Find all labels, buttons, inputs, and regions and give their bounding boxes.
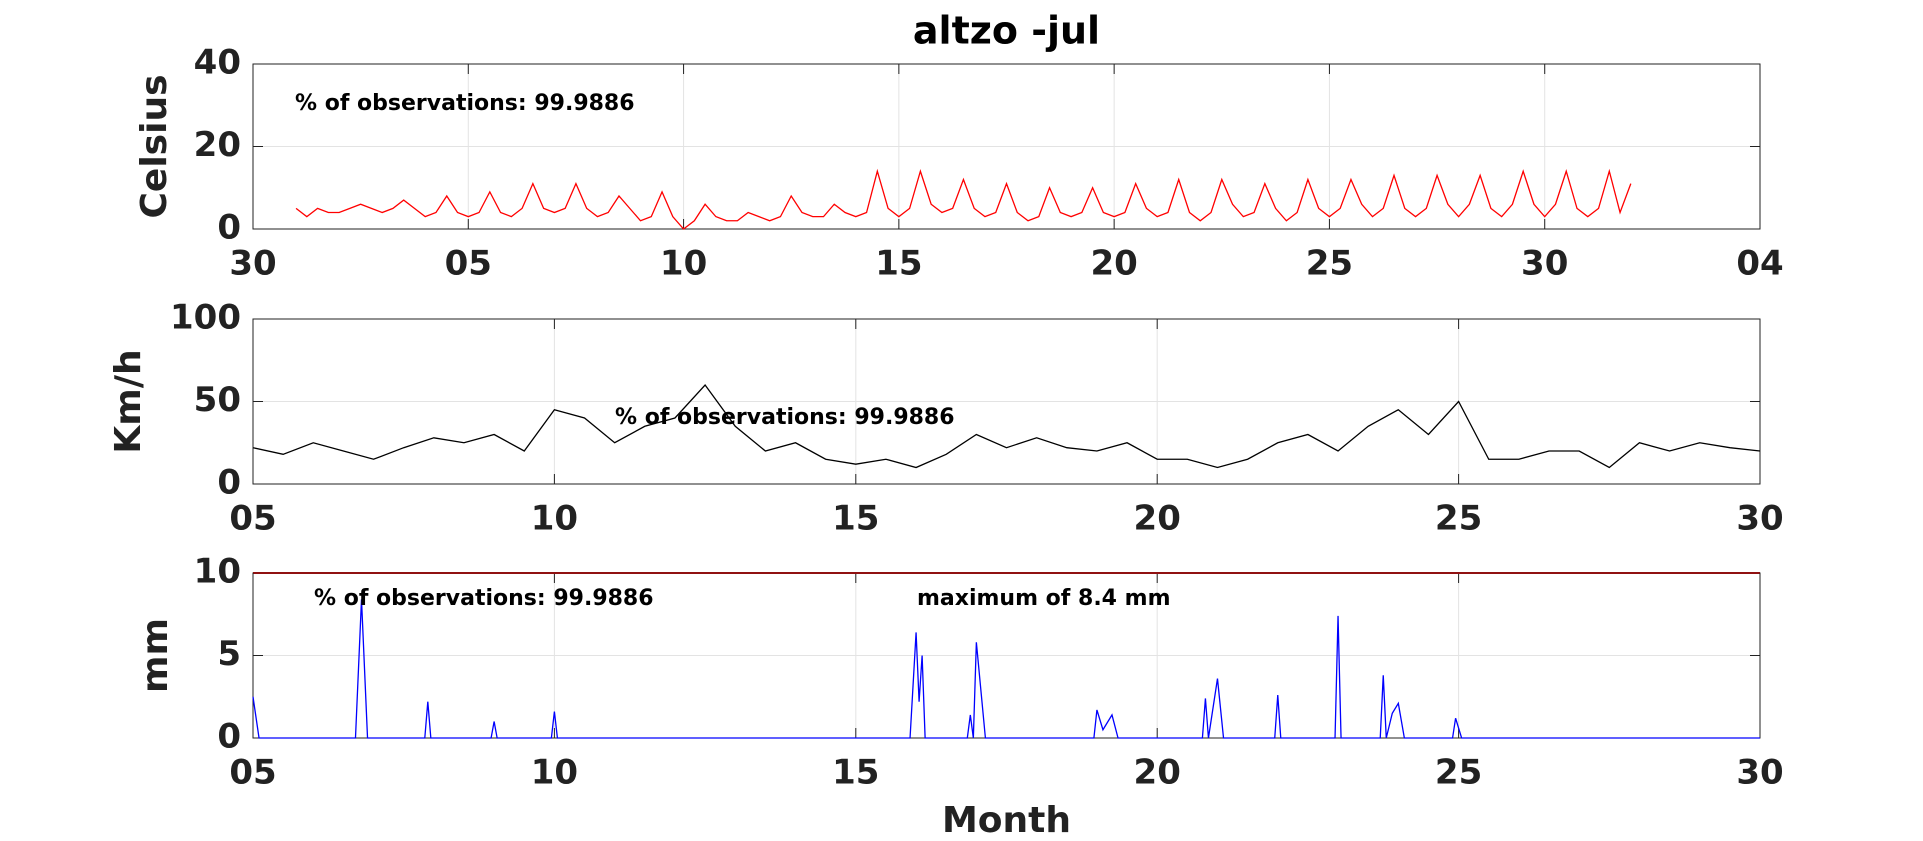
x-tick-label: 10 [531,753,578,793]
x-tick-label: 20 [1134,499,1181,539]
x-tick-label: 15 [832,499,879,539]
y-tick-label: 0 [217,463,241,503]
plot-frame [252,318,1761,485]
x-tick-label: 30 [1736,753,1783,793]
x-tick-label: 04 [1736,244,1783,284]
annotation: % of observations: 99.9886 [615,405,955,430]
data-line [252,383,1761,469]
y-tick-label: 50 [194,380,241,420]
y-axis-label: Celsius [134,75,175,219]
annotation: % of observations: 99.9886 [314,586,654,611]
x-tick-label: 20 [1090,244,1137,284]
x-tick-label: 20 [1134,753,1181,793]
y-tick-label: 10 [194,552,241,592]
x-tick-label: 05 [229,753,276,793]
annotation: maximum of 8.4 mm [917,586,1171,611]
y-axis-label: mm [135,618,176,693]
x-tick-label: 10 [531,499,578,539]
x-tick-label: 30 [1521,244,1568,284]
y-tick-label: 100 [170,298,241,338]
x-tick-label: 30 [1736,499,1783,539]
plot-frame [252,63,1761,230]
x-tick-label: 30 [229,244,276,284]
x-tick-label: 25 [1435,753,1482,793]
x-tick-label: 05 [229,499,276,539]
x-tick-label: 25 [1306,244,1353,284]
x-tick-label: 05 [445,244,492,284]
y-tick-label: 40 [194,43,241,83]
data-line [252,599,1760,739]
x-tick-label: 15 [875,244,922,284]
x-tick-label: 25 [1435,499,1482,539]
x-tick-label: 15 [832,753,879,793]
y-tick-label: 0 [217,717,241,757]
chart-title: altzo -jul [913,9,1100,53]
y-tick-label: 0 [217,208,241,248]
y-axis-label: Km/h [108,349,149,453]
y-tick-label: 5 [217,634,241,674]
y-tick-label: 20 [194,125,241,165]
x-tick-label: 10 [660,244,707,284]
annotation: % of observations: 99.9886 [295,91,635,116]
x-axis-label: Month [942,800,1071,841]
data-line [295,168,1632,230]
